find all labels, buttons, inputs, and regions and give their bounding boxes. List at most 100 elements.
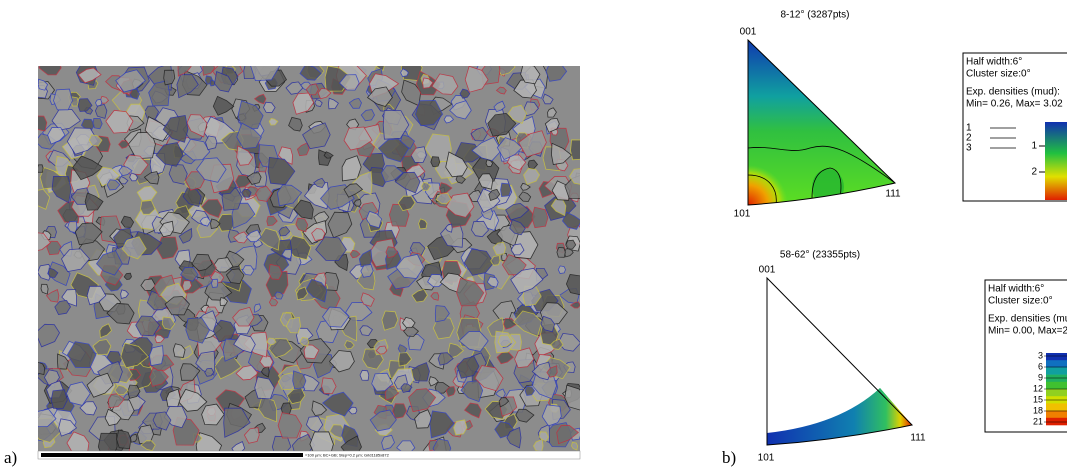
grain: [66, 381, 91, 406]
grain: [233, 333, 256, 354]
legend-text: Half width:6°: [966, 57, 1022, 68]
grain: [317, 88, 332, 100]
grain: [510, 243, 525, 256]
grain: [179, 363, 201, 381]
grain: [518, 130, 547, 158]
grain: [47, 261, 71, 287]
legend-text: Half width:6°: [988, 284, 1044, 295]
grain: [456, 277, 485, 307]
grain: [231, 202, 256, 229]
grain: [564, 384, 580, 411]
grain: [523, 101, 539, 117]
grain: [382, 109, 410, 140]
grain: [108, 393, 125, 409]
grain: [50, 389, 68, 409]
colorbar-band: [1046, 389, 1067, 397]
legend-text: Min= 0.26, Max= 3.02: [966, 99, 1063, 110]
grain: [328, 350, 355, 373]
grain: [92, 339, 112, 356]
grain: [506, 426, 522, 449]
grain: [353, 199, 362, 207]
grain: [322, 306, 350, 328]
grain: [514, 347, 535, 369]
corner-label: 111: [910, 433, 926, 444]
grain: [375, 345, 388, 355]
grain: [323, 151, 334, 159]
grain: [356, 271, 376, 291]
grain: [99, 323, 112, 339]
grain: [140, 440, 156, 451]
grain: [522, 285, 542, 307]
grain: [562, 211, 580, 230]
grain: [176, 74, 199, 99]
grain: [299, 66, 322, 81]
grain: [88, 134, 103, 147]
grain: [411, 288, 428, 303]
grain: [214, 71, 233, 93]
grain: [243, 427, 260, 444]
grain: [161, 316, 176, 330]
grain: [274, 291, 284, 300]
grain: [250, 66, 281, 82]
grain: [155, 142, 184, 167]
grain: [348, 97, 362, 109]
grain: [86, 372, 114, 398]
grain: [115, 69, 146, 93]
grain: [398, 352, 413, 367]
corner-label: 111: [885, 189, 901, 200]
ipf-outline: [747, 38, 897, 206]
grain: [443, 115, 455, 124]
contour-legend: 123: [966, 123, 1016, 154]
colorbar-band: [1046, 374, 1067, 383]
grain: [94, 103, 108, 119]
grain: [348, 406, 358, 415]
grain: [266, 215, 278, 227]
scale-text: =100 µm; BC+GB; Step=0.2 µm; Grid1185x87…: [305, 453, 390, 458]
grain: [46, 240, 62, 256]
colorbar-band: [1046, 417, 1067, 426]
grain: [340, 435, 362, 451]
grain: [51, 108, 81, 131]
grain: [395, 253, 425, 279]
grain: [414, 100, 444, 127]
grain: [303, 344, 320, 360]
grain: [118, 140, 130, 149]
grain: [524, 385, 535, 396]
grain: [431, 73, 459, 95]
legend-text: Exp. densities (mud):: [966, 87, 1060, 98]
grain: [292, 370, 307, 390]
grain: [569, 301, 580, 309]
grain: [456, 355, 480, 379]
grain: [123, 272, 132, 280]
grain: [38, 408, 57, 428]
grain: [453, 419, 468, 436]
grain: [288, 116, 303, 132]
grain: [66, 431, 90, 451]
grain: [520, 182, 531, 191]
grain: [129, 172, 139, 182]
colorbar-tick-label: 12: [1033, 383, 1043, 393]
grain: [503, 318, 518, 330]
grain: [45, 289, 60, 303]
colorbar-tick-label: 6: [1038, 361, 1043, 371]
grain: [360, 109, 375, 122]
grain: [418, 218, 428, 230]
grain: [305, 83, 319, 96]
grain: [246, 172, 262, 185]
grain: [478, 173, 494, 190]
grain: [490, 255, 501, 266]
grain: [152, 411, 172, 431]
grain: [236, 122, 262, 149]
grain: [79, 401, 98, 416]
colorbar-tick-label: 9: [1038, 372, 1043, 382]
grain: [291, 433, 315, 451]
ipf-title: 8-12° (3287pts): [780, 10, 849, 21]
grain: [422, 77, 434, 89]
grain: [202, 66, 216, 76]
grain: [403, 326, 419, 337]
grain: [344, 340, 355, 350]
grain: [266, 337, 277, 346]
grain: [172, 343, 186, 358]
grain: [343, 183, 364, 198]
grain: [296, 286, 308, 301]
